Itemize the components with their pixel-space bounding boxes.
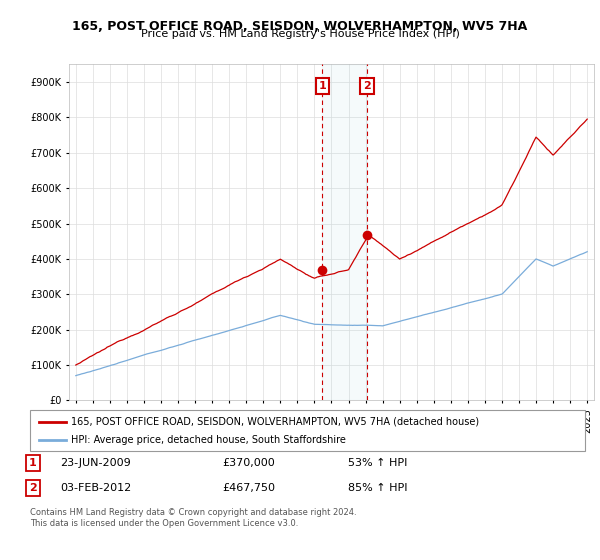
Text: 85% ↑ HPI: 85% ↑ HPI — [348, 483, 407, 493]
Text: Price paid vs. HM Land Registry's House Price Index (HPI): Price paid vs. HM Land Registry's House … — [140, 29, 460, 39]
Text: 2: 2 — [29, 483, 37, 493]
Bar — [322, 64, 367, 400]
Text: 1: 1 — [29, 458, 37, 468]
Text: £370,000: £370,000 — [222, 458, 275, 468]
Text: 165, POST OFFICE ROAD, SEISDON, WOLVERHAMPTON, WV5 7HA (detached house): 165, POST OFFICE ROAD, SEISDON, WOLVERHA… — [71, 417, 479, 427]
Text: HPI: Average price, detached house, South Staffordshire: HPI: Average price, detached house, Sout… — [71, 435, 346, 445]
Text: 1: 1 — [319, 81, 326, 91]
Text: £467,750: £467,750 — [222, 483, 275, 493]
Text: Contains HM Land Registry data © Crown copyright and database right 2024.
This d: Contains HM Land Registry data © Crown c… — [30, 508, 356, 528]
Text: 53% ↑ HPI: 53% ↑ HPI — [348, 458, 407, 468]
Text: 165, POST OFFICE ROAD, SEISDON, WOLVERHAMPTON, WV5 7HA: 165, POST OFFICE ROAD, SEISDON, WOLVERHA… — [73, 20, 527, 32]
Text: 23-JUN-2009: 23-JUN-2009 — [60, 458, 131, 468]
Text: 2: 2 — [363, 81, 371, 91]
Text: 03-FEB-2012: 03-FEB-2012 — [60, 483, 131, 493]
